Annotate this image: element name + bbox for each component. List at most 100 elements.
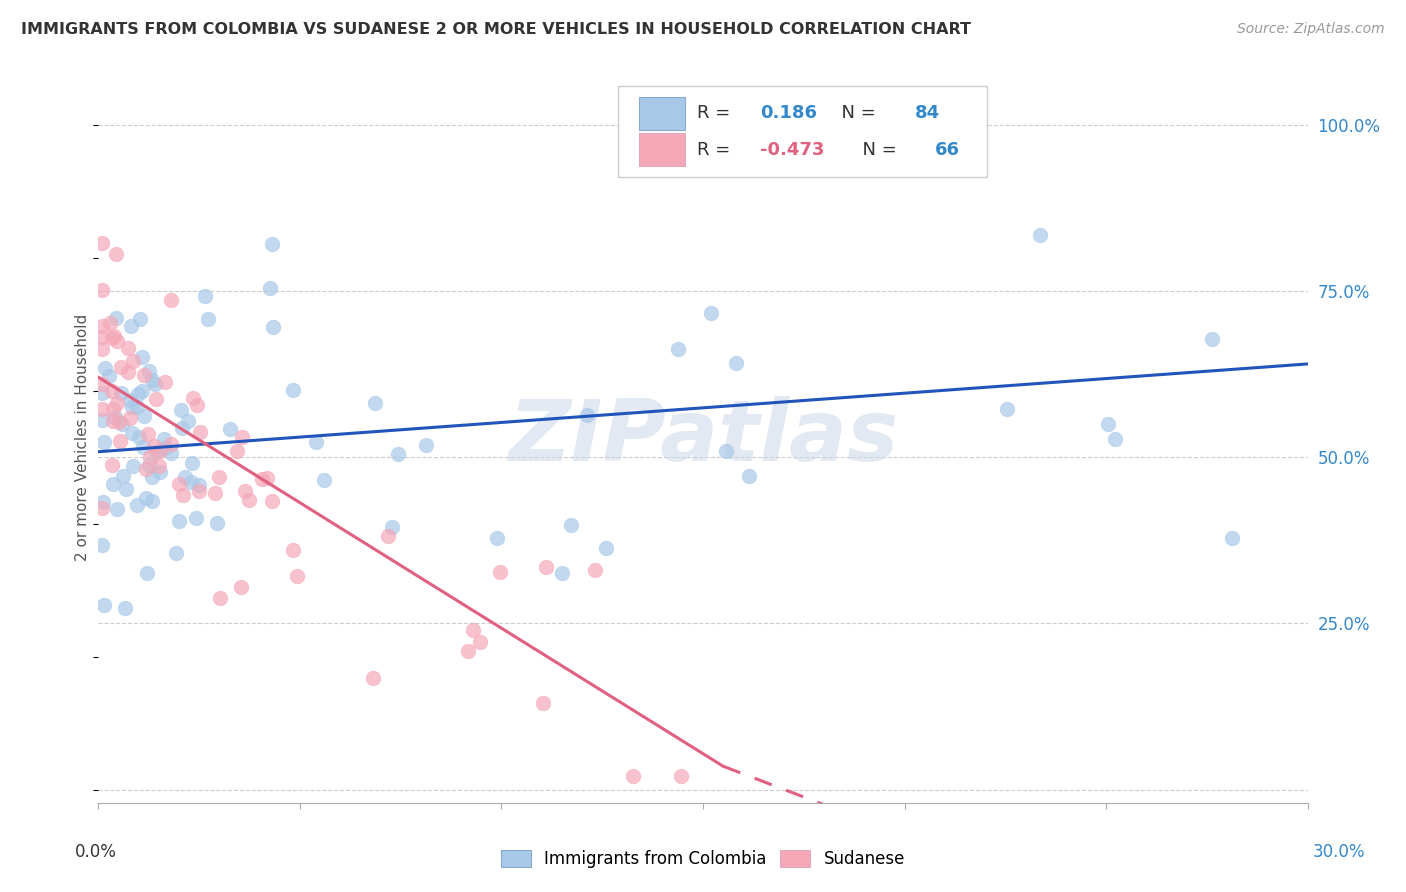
Point (181, 391, 204, 405)
Point (112, 468, 135, 483)
Point (229, 580, 252, 594)
Point (256, 471, 278, 485)
Point (170, 402, 193, 417)
Point (91, 500, 114, 515)
Point (468, 635, 491, 649)
Point (583, 563, 606, 577)
Point (208, 591, 231, 606)
Point (1201, 332, 1223, 346)
Point (101, 458, 124, 472)
Point (415, 437, 437, 451)
Point (188, 478, 211, 492)
Point (145, 445, 167, 459)
Point (231, 430, 253, 444)
Text: 66: 66 (935, 141, 960, 159)
Point (110, 360, 132, 375)
Point (281, 383, 304, 397)
Point (138, 364, 160, 378)
Point (127, 386, 149, 401)
Point (91, 283, 114, 297)
Point (361, 671, 384, 685)
Text: 30.0%: 30.0% (1312, 843, 1365, 861)
Point (149, 465, 172, 479)
Point (105, 334, 128, 348)
Point (485, 532, 508, 546)
Point (387, 447, 409, 461)
Point (145, 392, 167, 407)
Point (121, 401, 143, 415)
Point (188, 425, 211, 439)
Point (91, 330, 114, 344)
Text: Source: ZipAtlas.com: Source: ZipAtlas.com (1237, 22, 1385, 37)
Point (132, 440, 155, 454)
Point (132, 368, 155, 383)
Point (125, 498, 148, 512)
Point (381, 520, 404, 534)
Point (225, 444, 247, 458)
Point (560, 517, 582, 532)
Point (187, 484, 209, 499)
Point (121, 426, 143, 441)
Point (186, 510, 208, 524)
Point (194, 288, 217, 302)
Point (97, 368, 120, 383)
Point (233, 484, 256, 499)
Point (160, 293, 183, 307)
Point (101, 477, 124, 491)
Point (551, 566, 574, 580)
Point (103, 329, 125, 343)
Point (93, 495, 115, 509)
Point (152, 433, 174, 447)
Point (287, 568, 309, 582)
Point (136, 566, 159, 580)
Point (122, 459, 145, 474)
Point (314, 474, 336, 488)
Point (666, 343, 689, 357)
Point (141, 494, 163, 508)
Point (534, 560, 557, 574)
Point (1104, 433, 1126, 447)
Point (153, 375, 176, 389)
Text: 84: 84 (915, 104, 939, 122)
Point (110, 386, 132, 401)
Point (93, 598, 115, 612)
Point (91, 538, 114, 552)
Point (91, 413, 114, 427)
Point (671, 769, 693, 783)
Point (141, 373, 163, 387)
Point (364, 396, 387, 410)
Point (121, 354, 143, 368)
Point (101, 401, 124, 416)
Point (128, 430, 150, 444)
Point (1097, 417, 1119, 432)
Point (172, 488, 194, 502)
Point (91, 401, 114, 416)
Point (262, 494, 284, 508)
Point (461, 623, 484, 637)
Point (180, 456, 202, 470)
Point (153, 441, 176, 455)
Text: -0.473: -0.473 (759, 141, 824, 159)
Point (531, 697, 554, 711)
Point (138, 458, 160, 472)
Point (186, 399, 208, 413)
Point (104, 409, 127, 424)
Point (131, 384, 153, 398)
Point (127, 400, 149, 414)
Point (142, 439, 165, 453)
Point (129, 311, 152, 326)
FancyBboxPatch shape (619, 86, 987, 178)
Point (131, 351, 153, 365)
Point (219, 421, 242, 435)
Point (94, 360, 117, 375)
Point (104, 311, 127, 326)
Point (139, 450, 162, 465)
Point (595, 541, 617, 555)
Point (738, 468, 761, 483)
Point (724, 355, 747, 369)
Point (700, 306, 723, 320)
Point (101, 331, 124, 345)
Point (117, 366, 139, 380)
Point (141, 470, 163, 484)
Point (118, 410, 141, 425)
